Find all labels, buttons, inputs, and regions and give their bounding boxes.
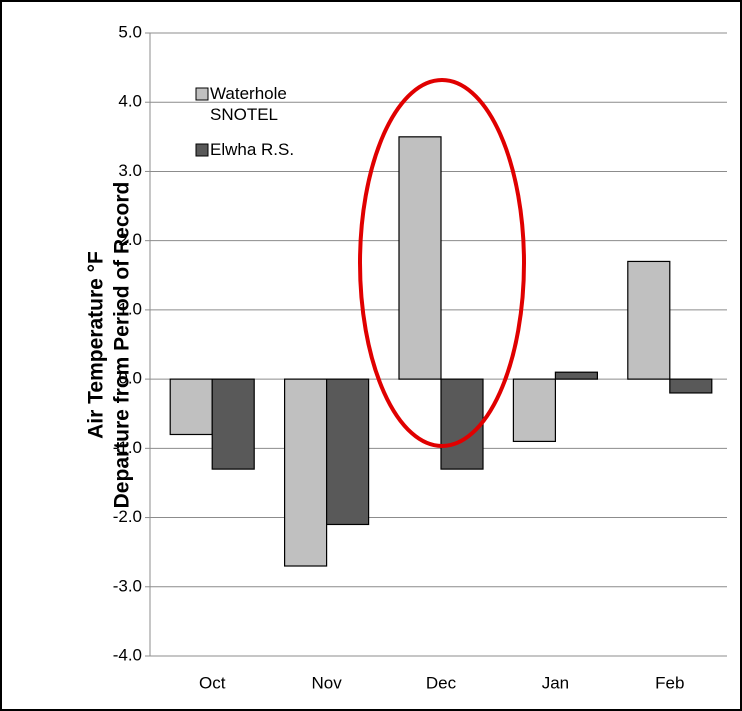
legend-label: Elwha R.S. bbox=[210, 140, 295, 159]
y-axis-title: Air Temperature °F bbox=[85, 251, 108, 439]
highlight-ellipse bbox=[358, 78, 526, 448]
y-tick-label: 2.0 bbox=[118, 230, 142, 249]
y-axis-title: Departure from Period of Record bbox=[111, 182, 134, 509]
bar bbox=[627, 260, 671, 380]
x-tick-label: Nov bbox=[311, 673, 342, 692]
legend-swatch bbox=[195, 143, 209, 157]
bar bbox=[284, 378, 328, 567]
x-tick-label: Dec bbox=[426, 673, 457, 692]
x-tick-label: Feb bbox=[655, 673, 684, 692]
bar bbox=[326, 378, 370, 526]
legend-label: Waterhole SNOTEL bbox=[210, 84, 287, 124]
y-tick-label: 1.0 bbox=[118, 299, 142, 318]
y-tick-label: 5.0 bbox=[118, 22, 142, 41]
bar bbox=[512, 378, 557, 443]
bar bbox=[554, 371, 599, 380]
y-tick-label: 0.0 bbox=[118, 369, 142, 388]
bar bbox=[669, 378, 713, 394]
y-tick-label: -1.0 bbox=[113, 438, 142, 457]
bar bbox=[211, 378, 255, 470]
x-tick-label: Jan bbox=[542, 673, 569, 692]
y-tick-label: 3.0 bbox=[118, 161, 142, 180]
bar bbox=[169, 378, 213, 436]
x-tick-label: Oct bbox=[199, 673, 226, 692]
y-tick-label: -2.0 bbox=[113, 507, 142, 526]
bar bbox=[440, 378, 484, 470]
y-tick-label: -4.0 bbox=[113, 645, 142, 664]
y-tick-label: 4.0 bbox=[118, 92, 142, 111]
legend-swatch bbox=[195, 87, 209, 101]
y-tick-label: -3.0 bbox=[113, 576, 142, 595]
bar bbox=[398, 136, 442, 380]
